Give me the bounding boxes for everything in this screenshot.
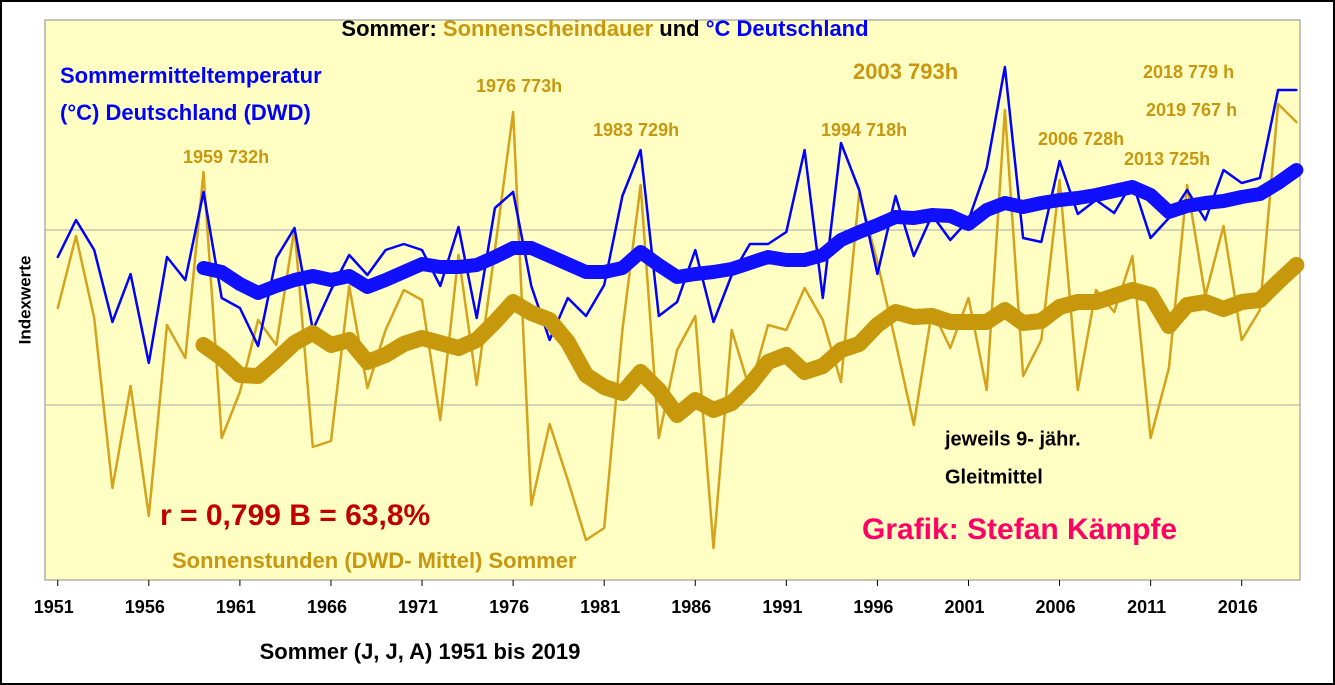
- annotation: (°C) Deutschland (DWD): [60, 100, 311, 125]
- x-tick-label: 1986: [671, 597, 711, 617]
- x-tick-label: 1961: [216, 597, 256, 617]
- x-tick-label: 1976: [489, 597, 529, 617]
- annotation: 1959 732h: [183, 147, 269, 167]
- x-tick-label: 1971: [398, 597, 438, 617]
- title-part: Sonnenscheindauer: [443, 16, 654, 41]
- annotation: r = 0,799 B = 63,8%: [160, 499, 430, 532]
- y-axis-label: Indexwerte: [15, 256, 34, 345]
- annotation: Grafik: Stefan Kämpfe: [862, 513, 1177, 546]
- chart-title: Sommer: Sonnenscheindauer und °C Deutsch…: [341, 16, 868, 41]
- x-tick-label: 1956: [125, 597, 165, 617]
- annotation: 2019 767 h: [1146, 100, 1237, 120]
- series-line: [56, 102, 1298, 550]
- x-axis-label: Sommer (J, J, A) 1951 bis 2019: [260, 639, 581, 664]
- x-tick-label: 2006: [1036, 597, 1076, 617]
- series-line: [56, 65, 1298, 365]
- annotation: 2003 793h: [853, 59, 958, 84]
- x-tick-label: 1981: [580, 597, 620, 617]
- annotation: Gleitmittel: [945, 466, 1043, 488]
- x-tick-label: 1951: [34, 597, 74, 617]
- annotation: 1976 773h: [476, 76, 562, 96]
- annotation: jeweils 9- jähr.: [944, 428, 1081, 450]
- title-part: Sommer:: [341, 16, 442, 41]
- x-tick-label: 2016: [1218, 597, 1258, 617]
- annotation: 1983 729h: [593, 120, 679, 140]
- annotation: 1994 718h: [821, 120, 907, 140]
- series-line: [195, 257, 1305, 423]
- annotation: 2006 728h: [1038, 129, 1124, 149]
- annotation: Sommermitteltemperatur: [60, 63, 322, 88]
- x-tick-label: 2001: [944, 597, 984, 617]
- annotation: 2013 725h: [1124, 149, 1210, 169]
- title-part: und: [653, 16, 706, 41]
- x-tick-label: 1966: [307, 597, 347, 617]
- x-tick-label: 1991: [762, 597, 802, 617]
- title-part: °C Deutschland: [706, 16, 869, 41]
- x-tick-label: 1996: [853, 597, 893, 617]
- annotation: 2018 779 h: [1143, 62, 1234, 82]
- x-tick-label: 2011: [1127, 597, 1166, 617]
- series-line: [196, 163, 1304, 300]
- annotation: Sonnenstunden (DWD- Mittel) Sommer: [172, 548, 577, 573]
